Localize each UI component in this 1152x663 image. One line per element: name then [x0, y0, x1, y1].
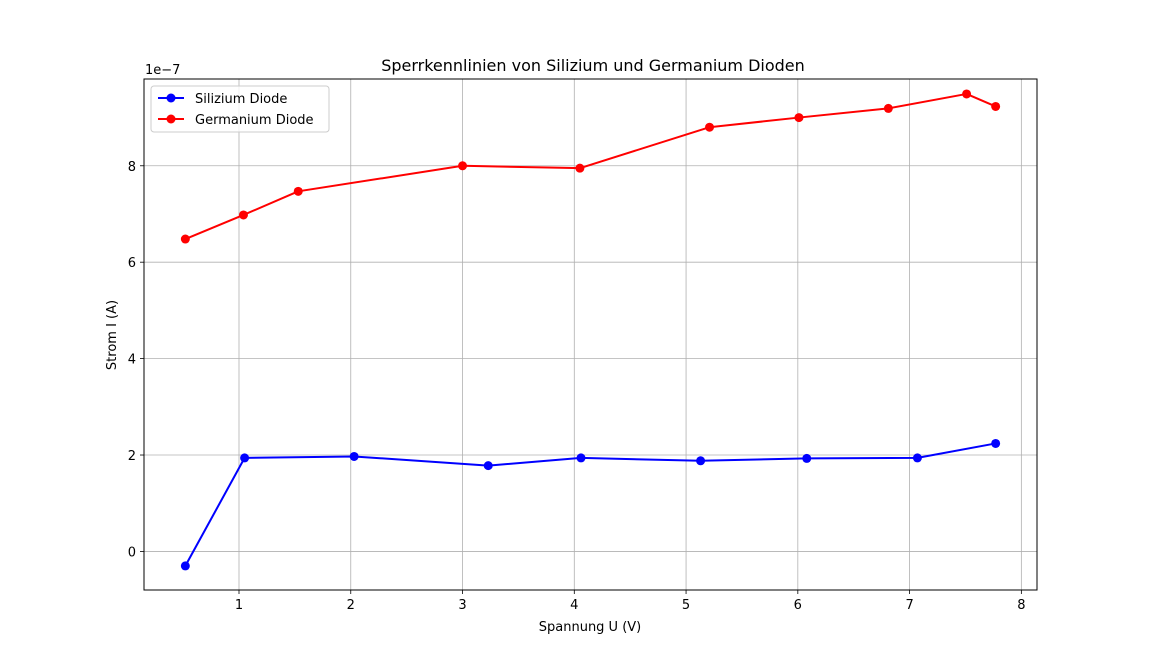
data-point-germanium-diode [883, 103, 893, 113]
data-point-germanium-diode [293, 186, 303, 196]
data-point-silizium-diode [696, 456, 706, 466]
x-tick-label: 2 [347, 598, 355, 613]
y-axis-ticks: 0 2 4 6 8 [128, 160, 144, 560]
y-tick-label: 4 [128, 353, 136, 368]
x-tick-label: 4 [570, 598, 578, 613]
x-tick-label: 1 [235, 598, 243, 613]
x-tick-label: 7 [905, 598, 913, 613]
plot-area-frame [143, 78, 1038, 591]
data-point-silizium-diode [991, 438, 1001, 448]
legend: Silizium Diode Germanium Diode [150, 85, 330, 133]
series-line-germanium-diode [184, 92, 997, 240]
data-point-silizium-diode [576, 453, 586, 463]
data-point-germanium-diode [991, 101, 1001, 111]
legend-marker-silizium [166, 93, 176, 103]
y-tick-label: 0 [128, 545, 136, 560]
y-tick-label: 2 [128, 449, 136, 464]
legend-label-silizium: Silizium Diode [195, 92, 287, 107]
data-point-germanium-diode [705, 122, 715, 132]
data-point-silizium-diode [802, 453, 812, 463]
x-axis-ticks: 1 2 3 4 5 6 7 8 [235, 590, 1025, 613]
data-point-silizium-diode [483, 461, 493, 471]
data-point-germanium-diode [794, 113, 804, 123]
data-point-germanium-diode [238, 210, 248, 220]
data-point-silizium-diode [912, 453, 922, 463]
y-tick-label: 6 [128, 256, 136, 271]
x-tick-label: 8 [1017, 598, 1025, 613]
legend-label-germanium: Germanium Diode [195, 113, 314, 128]
x-axis-label: Spannung U (V) [539, 620, 642, 635]
x-tick-label: 3 [458, 598, 466, 613]
data-series [180, 89, 1001, 571]
data-point-silizium-diode [180, 561, 190, 571]
data-point-silizium-diode [240, 453, 250, 463]
data-point-germanium-diode [962, 89, 972, 99]
legend-marker-germanium [166, 114, 176, 124]
y-tick-label: 8 [128, 160, 136, 175]
series-germanium-diode [180, 89, 1001, 244]
x-tick-label: 6 [794, 598, 802, 613]
y-axis-offset-text: 1e−7 [145, 63, 180, 78]
data-point-silizium-diode [349, 451, 359, 461]
chart-title: Sperrkennlinien von Silizium und Germani… [381, 56, 805, 75]
data-point-germanium-diode [180, 234, 190, 244]
data-point-germanium-diode [458, 161, 468, 171]
series-silizium-diode [180, 438, 1001, 571]
legend-frame [150, 85, 330, 133]
y-axis-label: Strom I (A) [105, 300, 120, 370]
x-tick-label: 5 [682, 598, 690, 613]
data-point-germanium-diode [575, 163, 585, 173]
